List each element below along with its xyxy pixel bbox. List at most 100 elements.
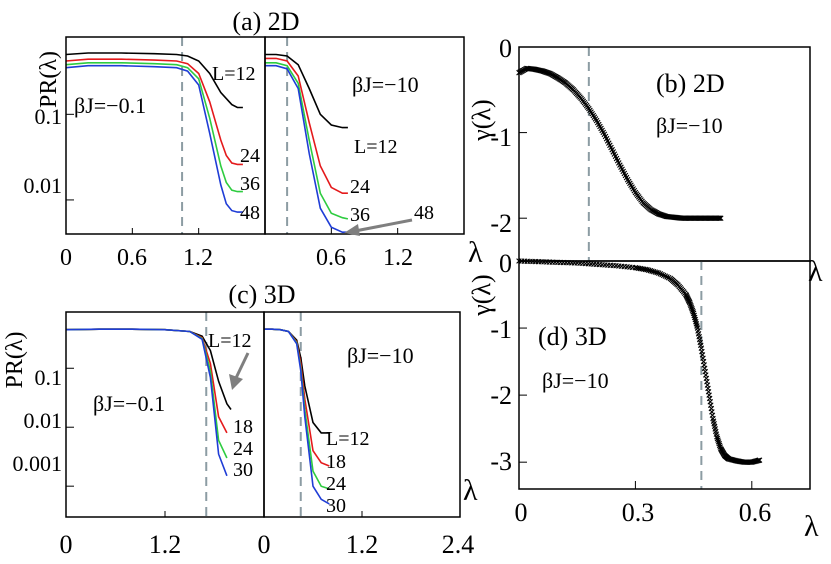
panel-a-plot-area <box>65 37 399 234</box>
panel-c-series-labels: L=12 18 24 30 L=12 18 24 30 <box>208 330 370 517</box>
series-label-c-left-24: 24 <box>233 438 253 460</box>
panel-c-xtick-label: 2.4 <box>442 530 475 559</box>
panel-c-plot-area <box>65 312 461 517</box>
panel-a-xtick-labels: 0 0.6 1.2 0.6 1.2 <box>60 245 413 271</box>
panel-a-xtick-label: 1.2 <box>383 245 413 271</box>
panel-d-xtick-label: 0.6 <box>739 498 772 527</box>
series-label-c-left-18: 18 <box>233 416 253 438</box>
panel-c-xtick-label: 1.2 <box>346 530 379 559</box>
series-label-a-left-36: 36 <box>240 173 260 195</box>
series-line-a-left-l24 <box>65 58 243 166</box>
panel-d-xtick-labels: 0 0.3 0.6 <box>515 498 772 527</box>
panel-b: (b) 2D βJ=−10 γ(λ) 0 -1 -2 λ <box>467 34 823 288</box>
panel-c-ytick-labels: 0.001 0.01 0.1 <box>13 365 63 476</box>
series-label-a-right-l12: L=12 <box>354 136 398 158</box>
panel-c-xtick-label: 0 <box>60 530 73 559</box>
data-point-d <box>755 457 762 464</box>
panel-b-ytick-label: -1 <box>490 123 512 152</box>
data-point-d <box>689 307 696 314</box>
panel-a-ytick-label: 0.01 <box>24 173 63 198</box>
panel-a-xtick-label: 0.6 <box>117 245 147 271</box>
panel-d-xlabel: λ <box>804 510 819 543</box>
data-point-d <box>714 435 721 442</box>
series-label-a-right-48-arrow: 48 <box>414 202 434 224</box>
panel-d-ytick-labels: 0 -1 -2 -3 <box>490 249 512 476</box>
panel-a-ytick-labels: 0.01 0.1 <box>24 104 63 198</box>
series-label-c-right-24: 24 <box>326 473 346 495</box>
panel-a: (a) 2D PR(λ) βJ=−0.1 βJ=−10 λ 0 0.6 1.2 … <box>24 7 484 271</box>
data-point-d <box>715 437 721 443</box>
data-point-d <box>644 266 650 273</box>
panel-c: (c) 3D PR(λ) βJ=−0.1 βJ=−10 λ 0 1.2 0 1.… <box>2 280 478 559</box>
panel-c-ytick-label: 0.001 <box>13 451 63 476</box>
data-point-d <box>654 269 660 276</box>
panel-c-ytick-label: 0.01 <box>24 408 63 433</box>
panel-c-arrow-line <box>234 352 250 379</box>
panel-c-xtick-labels: 0 1.2 0 1.2 2.4 <box>60 530 475 559</box>
series-label-a-right-36: 36 <box>350 204 370 226</box>
panel-a-right-annotation: βJ=−10 <box>352 72 419 97</box>
panel-d-ylabel: γ(λ) <box>467 274 496 316</box>
data-point-d <box>686 299 693 306</box>
series-line-a-left-l48 <box>65 64 243 213</box>
data-point-b <box>715 215 722 221</box>
panel-c-ylabel: PR(λ) <box>2 332 28 389</box>
panel-c-xtick-label: 0 <box>258 530 271 559</box>
panel-d-plot-area <box>516 258 763 489</box>
panel-d-title: (d) 3D <box>538 322 607 351</box>
data-point-d <box>714 433 720 440</box>
data-point-d <box>716 442 723 449</box>
panel-d-ytick-label: -1 <box>490 315 512 344</box>
panel-b-ylabel: γ(λ) <box>467 99 496 141</box>
panel-d-xtick-label: 0 <box>515 498 528 527</box>
series-line-a-right-l24 <box>265 57 348 194</box>
panel-c-ytick-label: 0.1 <box>35 365 63 390</box>
panel-a-arrow-head <box>344 224 360 236</box>
panel-c-right-frame <box>263 311 461 518</box>
panel-c-left-annotation: βJ=−0.1 <box>93 391 165 416</box>
panel-b-xlabel: λ <box>808 255 823 288</box>
data-point-d <box>645 267 652 273</box>
series-label-a-left-24: 24 <box>240 145 260 167</box>
series-label-a-right-24: 24 <box>350 176 370 198</box>
series-line-a-right-l48 <box>265 64 348 233</box>
data-point-d <box>715 439 722 445</box>
panel-a-xlabel: λ <box>468 236 483 269</box>
panel-a-xtick-label: 0 <box>60 245 72 271</box>
panel-d-xtick-label: 0.3 <box>622 498 655 527</box>
panel-d: (d) 3D βJ=−10 γ(λ) 0 -1 -2 -3 0 0.3 0.6 … <box>467 249 819 543</box>
series-label-a-left-48: 48 <box>240 202 260 224</box>
panel-b-title: (b) 2D <box>656 69 725 98</box>
panel-a-ylabel: PR(λ) <box>36 51 62 108</box>
panel-a-series-labels: L=12 24 36 48 L=12 24 36 48 <box>212 63 434 226</box>
data-point-d <box>650 268 657 275</box>
panel-a-ytick-label: 0.1 <box>35 104 63 129</box>
data-point-d <box>647 267 654 274</box>
data-point-d <box>716 440 722 447</box>
panel-d-ytick-label: -2 <box>490 381 512 410</box>
series-line-c-right-l18 <box>264 328 330 467</box>
panel-a-arrow-line <box>354 218 413 233</box>
series-line-c-right-l30 <box>264 328 330 505</box>
series-line-c-right-l24 <box>264 328 330 490</box>
data-point-d <box>756 457 763 463</box>
panel-a-left-annotation: βJ=−0.1 <box>74 93 146 118</box>
panel-a-title: (a) 2D <box>232 7 299 36</box>
panel-c-xlabel: λ <box>463 474 478 507</box>
series-label-c-right-18: 18 <box>326 451 346 473</box>
data-point-b <box>716 215 723 221</box>
series-line-a-right-l36 <box>265 61 349 220</box>
series-label-c-right-30: 30 <box>326 495 346 517</box>
panel-d-frame <box>518 260 811 490</box>
panel-c-right-annotation: βJ=−10 <box>347 343 414 368</box>
series-line-a-right-l12 <box>265 53 348 129</box>
series-line-a-left-l36 <box>65 61 243 193</box>
series-label-c-left-l12-arrow: L=12 <box>208 330 252 352</box>
panel-b-ytick-labels: 0 -1 -2 <box>490 34 512 238</box>
panel-d-annotation: βJ=−10 <box>542 368 609 393</box>
panel-d-ytick-label: -3 <box>490 447 512 476</box>
series-label-c-right-l12: L=12 <box>326 428 370 450</box>
data-point-d <box>649 268 655 274</box>
data-point-d <box>689 305 695 312</box>
